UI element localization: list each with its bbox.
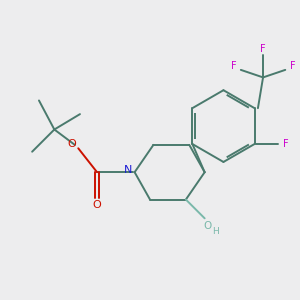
Text: O: O: [203, 221, 211, 231]
Text: F: F: [290, 61, 295, 71]
Text: O: O: [68, 139, 76, 149]
Text: H: H: [212, 227, 219, 236]
Text: O: O: [93, 200, 101, 210]
Text: F: F: [283, 139, 289, 149]
Text: F: F: [260, 44, 266, 54]
Text: N: N: [124, 166, 133, 176]
Text: F: F: [230, 61, 236, 71]
